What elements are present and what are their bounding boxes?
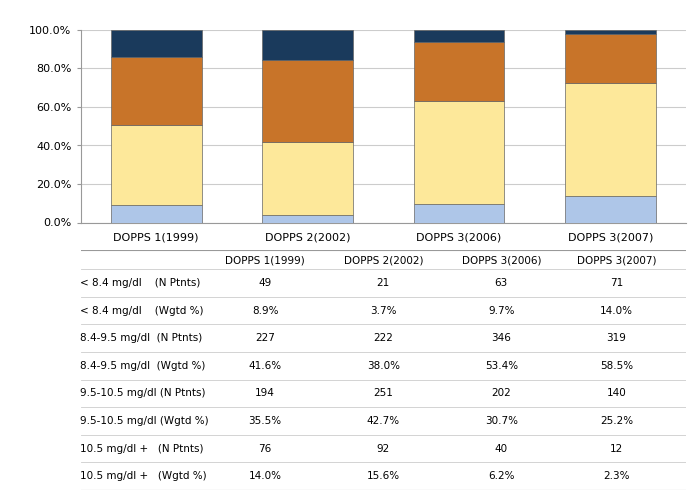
- Text: 251: 251: [373, 388, 393, 398]
- Bar: [565, 83, 656, 196]
- Text: 9.5-10.5 mg/dl (Wgtd %): 9.5-10.5 mg/dl (Wgtd %): [80, 416, 209, 426]
- Text: 40: 40: [495, 444, 508, 454]
- Text: 10.5 mg/dl +   (Wgtd %): 10.5 mg/dl + (Wgtd %): [80, 471, 207, 481]
- Text: 92: 92: [377, 444, 390, 454]
- Text: 49: 49: [258, 278, 272, 288]
- Text: 14.0%: 14.0%: [248, 471, 281, 481]
- Bar: [414, 101, 504, 204]
- Bar: [111, 206, 202, 222]
- Bar: [111, 126, 202, 206]
- Text: 76: 76: [258, 444, 272, 454]
- Bar: [111, 57, 202, 126]
- Bar: [262, 216, 353, 222]
- Text: 63: 63: [495, 278, 508, 288]
- Text: DOPPS 2(2002): DOPPS 2(2002): [344, 256, 423, 266]
- Text: 6.2%: 6.2%: [488, 471, 514, 481]
- Text: 202: 202: [491, 388, 511, 398]
- Text: 140: 140: [606, 388, 627, 398]
- Bar: [565, 30, 656, 34]
- Text: 194: 194: [256, 388, 275, 398]
- Text: 14.0%: 14.0%: [600, 306, 633, 316]
- Text: 346: 346: [491, 333, 511, 343]
- Text: 8.4-9.5 mg/dl  (N Ptnts): 8.4-9.5 mg/dl (N Ptnts): [80, 333, 203, 343]
- Bar: [414, 42, 504, 101]
- Text: 41.6%: 41.6%: [248, 361, 281, 371]
- Text: 3.7%: 3.7%: [370, 306, 396, 316]
- Bar: [262, 60, 353, 142]
- Text: 38.0%: 38.0%: [367, 361, 400, 371]
- Text: 15.6%: 15.6%: [367, 471, 400, 481]
- Text: 8.9%: 8.9%: [252, 306, 279, 316]
- Text: 58.5%: 58.5%: [600, 361, 633, 371]
- Text: 30.7%: 30.7%: [485, 416, 518, 426]
- Text: DOPPS 1(1999): DOPPS 1(1999): [225, 256, 305, 266]
- Text: 71: 71: [610, 278, 623, 288]
- Text: 42.7%: 42.7%: [367, 416, 400, 426]
- Text: 222: 222: [373, 333, 393, 343]
- Bar: [414, 204, 504, 223]
- Text: 2.3%: 2.3%: [603, 471, 629, 481]
- Text: 8.4-9.5 mg/dl  (Wgtd %): 8.4-9.5 mg/dl (Wgtd %): [80, 361, 206, 371]
- Text: < 8.4 mg/dl    (N Ptnts): < 8.4 mg/dl (N Ptnts): [80, 278, 201, 288]
- Text: DOPPS 3(2007): DOPPS 3(2007): [577, 256, 656, 266]
- Text: DOPPS 3(2006): DOPPS 3(2006): [461, 256, 541, 266]
- Text: 12: 12: [610, 444, 623, 454]
- Text: 25.2%: 25.2%: [600, 416, 633, 426]
- Text: 53.4%: 53.4%: [485, 361, 518, 371]
- Text: 319: 319: [606, 333, 627, 343]
- Bar: [262, 142, 353, 216]
- Text: 227: 227: [256, 333, 275, 343]
- Bar: [414, 30, 504, 42]
- Text: 35.5%: 35.5%: [248, 416, 281, 426]
- Bar: [565, 196, 656, 222]
- Text: 9.5-10.5 mg/dl (N Ptnts): 9.5-10.5 mg/dl (N Ptnts): [80, 388, 206, 398]
- Text: 10.5 mg/dl +   (N Ptnts): 10.5 mg/dl + (N Ptnts): [80, 444, 204, 454]
- Bar: [565, 34, 656, 83]
- Text: 21: 21: [377, 278, 390, 288]
- Bar: [111, 30, 202, 57]
- Bar: [262, 30, 353, 60]
- Text: < 8.4 mg/dl    (Wgtd %): < 8.4 mg/dl (Wgtd %): [80, 306, 204, 316]
- Text: 9.7%: 9.7%: [488, 306, 514, 316]
